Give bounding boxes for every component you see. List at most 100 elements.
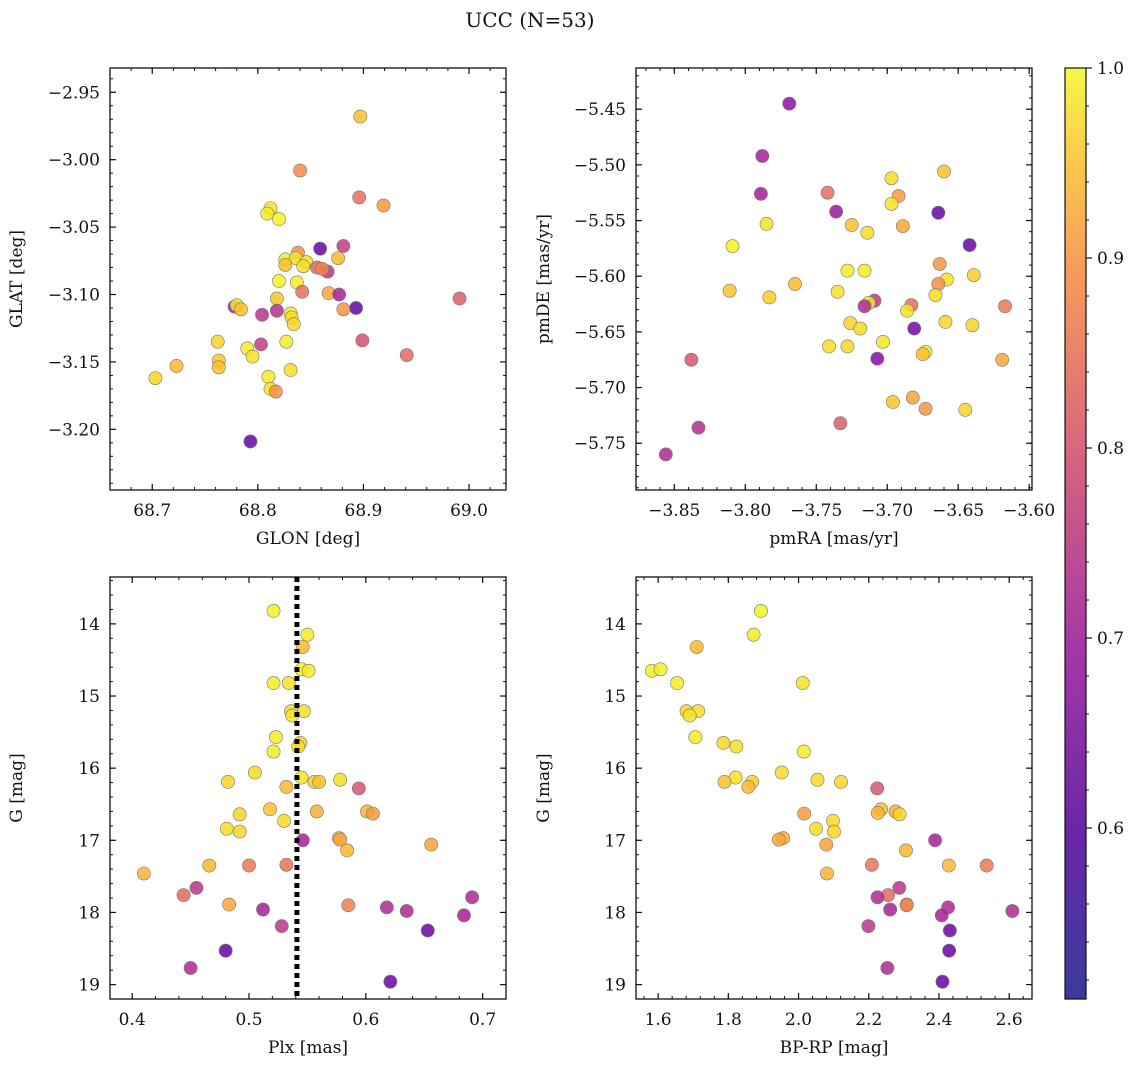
data-point: [296, 259, 311, 274]
colorbar: 0.6 0.7 0.8 0.9 1.0: [1064, 59, 1124, 1000]
data-point: [937, 164, 951, 179]
data-point: [938, 314, 953, 329]
data-point: [853, 321, 868, 336]
data-point: [658, 447, 673, 462]
data-point: [376, 198, 391, 213]
data-point: [892, 881, 907, 895]
data-point: [820, 185, 835, 200]
data-point: [293, 163, 307, 178]
data-point: [746, 627, 761, 642]
data-point: [754, 186, 768, 201]
data-point: [725, 239, 740, 254]
data-point: [810, 772, 825, 787]
data-point: [309, 804, 324, 819]
y-tick-label: −5.55: [574, 212, 626, 232]
colorbar-gradient: [1064, 67, 1087, 1000]
data-point: [884, 171, 899, 186]
data-point: [840, 339, 855, 354]
data-point: [762, 290, 777, 305]
data-point: [809, 821, 823, 836]
data-point: [336, 302, 351, 317]
data-point: [261, 369, 276, 384]
data-point: [941, 858, 956, 873]
data-point: [932, 257, 947, 271]
data-point: [935, 974, 950, 989]
panel-2: −3.85 −3.80 −3.75 −3.70 −3.65 −3.60 −5.45 −5.50…: [534, 67, 1055, 549]
data-point: [895, 219, 910, 234]
x-tick-label: 0.5: [235, 1010, 262, 1030]
y-tick-label: −2.95: [48, 83, 100, 103]
data-point: [268, 730, 283, 745]
data-point: [931, 205, 946, 220]
data-point: [966, 268, 981, 283]
data-point: [876, 335, 890, 349]
data-point: [232, 824, 247, 839]
data-point: [332, 287, 347, 302]
data-point: [312, 774, 326, 789]
data-point: [349, 301, 363, 315]
data-point: [243, 434, 258, 449]
data-point: [819, 837, 834, 852]
y-axis-label: G [mag]: [7, 753, 27, 822]
data-point: [796, 744, 811, 759]
data-point: [340, 843, 355, 858]
data-point: [268, 384, 283, 399]
x-tick-label: 1.8: [715, 1010, 742, 1030]
y-tick-label: 18: [604, 903, 626, 923]
data-point: [263, 802, 277, 817]
data-point: [148, 371, 163, 385]
data-point: [260, 206, 275, 221]
data-point: [266, 604, 281, 618]
data-point: [857, 263, 872, 278]
figure-title: UCC (N=53): [465, 8, 594, 32]
data-point: [1005, 904, 1020, 918]
data-point: [829, 204, 844, 219]
x-tick-label: 0.7: [469, 1010, 496, 1030]
data-point: [255, 307, 269, 322]
data-point: [247, 765, 262, 780]
data-point: [269, 291, 284, 306]
x-tick-label: −3.85: [648, 501, 700, 521]
data-point: [245, 349, 260, 364]
colorbar-tick-label: 0.7: [1097, 629, 1124, 649]
data-point: [399, 348, 414, 363]
data-point: [333, 772, 348, 787]
data-point: [870, 351, 885, 366]
data-point: [958, 402, 973, 417]
data-point: [830, 284, 845, 299]
data-point: [211, 360, 226, 375]
data-point: [279, 857, 294, 872]
data-point: [820, 866, 834, 881]
data-point: [274, 919, 289, 934]
data-point: [420, 923, 435, 938]
data-point: [383, 974, 398, 989]
y-tick-label: 15: [78, 687, 100, 707]
x-axis-label: GLON [deg]: [256, 529, 360, 549]
y-tick-label: −3.10: [48, 286, 100, 306]
data-point: [870, 805, 885, 820]
data-point: [279, 334, 294, 349]
x-tick-label: 0.6: [352, 1010, 379, 1030]
x-tick-label: −3.80: [719, 501, 771, 521]
y-tick-label: −3.20: [48, 420, 100, 440]
y-axis-label: GLAT [deg]: [7, 230, 27, 328]
data-point: [840, 263, 855, 278]
data-point: [301, 663, 316, 678]
data-point: [834, 774, 848, 789]
y-tick-label: −5.75: [574, 434, 626, 454]
y-tick-label: −5.60: [574, 267, 626, 287]
y-tick-label: 17: [78, 831, 100, 851]
data-point: [900, 303, 914, 318]
data-point: [928, 833, 943, 848]
data-point: [870, 890, 885, 905]
colorbar-tick-label: 1.0: [1097, 59, 1124, 79]
data-point: [861, 919, 876, 934]
data-point: [884, 196, 899, 211]
data-point: [313, 241, 328, 256]
data-point: [717, 774, 732, 789]
data-point: [183, 961, 198, 975]
data-point: [315, 261, 330, 276]
data-point: [219, 821, 234, 836]
data-point: [353, 109, 368, 124]
